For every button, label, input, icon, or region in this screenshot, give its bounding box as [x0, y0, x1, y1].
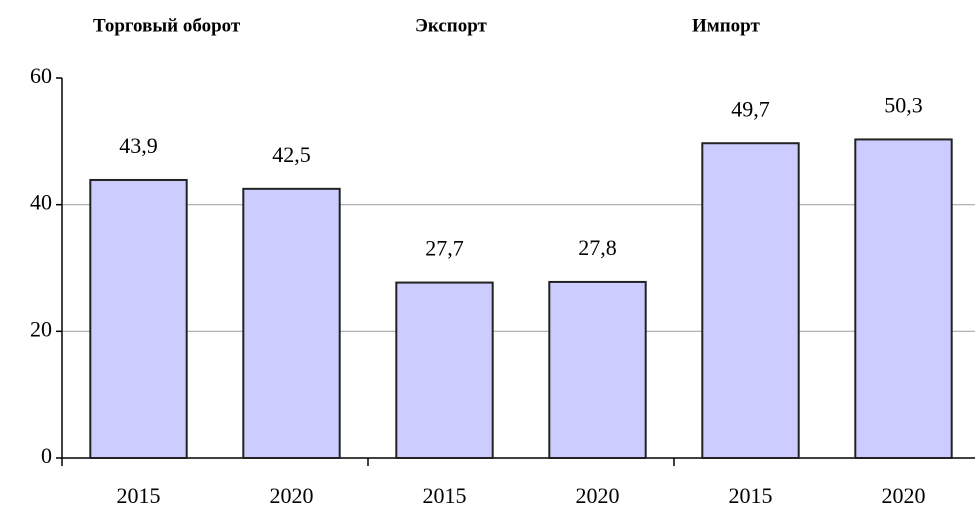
y-tick-label: 20 [30, 316, 52, 341]
bar [854, 138, 953, 460]
x-tick-label: 2015 [423, 483, 467, 508]
bar [242, 187, 341, 459]
bar [701, 142, 800, 459]
group-label: Экспорт [415, 15, 488, 36]
y-tick-label: 60 [30, 63, 52, 88]
bar [548, 280, 647, 459]
bar [395, 281, 494, 460]
group-label: Импорт [692, 15, 760, 36]
value-label: 27,7 [425, 236, 464, 261]
x-tick-label: 2015 [729, 483, 773, 508]
x-tick-label: 2015 [117, 483, 161, 508]
value-label: 27,8 [578, 235, 617, 260]
value-label: 49,7 [731, 96, 770, 121]
y-tick-label: 40 [30, 190, 52, 215]
group-label: Торговый оборот [93, 15, 241, 36]
x-tick-label: 2020 [576, 483, 620, 508]
value-label: 43,9 [119, 133, 158, 158]
y-tick-label: 0 [41, 443, 52, 468]
value-label: 42,5 [272, 142, 311, 167]
bar [89, 178, 188, 459]
value-label: 50,3 [884, 92, 923, 117]
x-tick-label: 2020 [270, 483, 314, 508]
x-tick-label: 2020 [882, 483, 926, 508]
